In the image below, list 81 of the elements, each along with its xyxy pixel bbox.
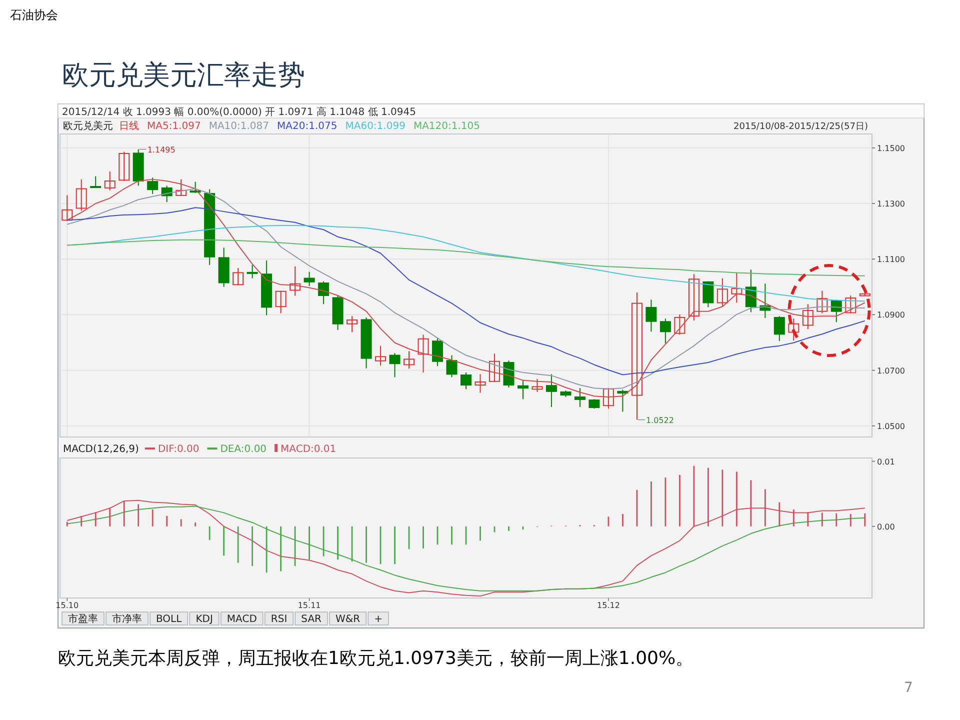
candlestick xyxy=(602,388,614,410)
candlestick xyxy=(418,334,429,374)
candlestick xyxy=(588,398,600,410)
candlestick xyxy=(246,264,258,279)
text: 石油协会 xyxy=(10,8,58,22)
candlestick xyxy=(646,299,657,332)
x-tick-label: 15.11 xyxy=(298,601,321,610)
candlestick xyxy=(574,388,586,408)
text: 市净率 xyxy=(112,613,142,625)
text: MA60:1.099 xyxy=(345,121,406,132)
text: RSI xyxy=(270,614,288,625)
candlestick xyxy=(745,269,756,313)
candlestick xyxy=(318,280,330,305)
text: 欧元兑美元本周反弹，周五报收在1欧元兑1.0973美元，较前一周上涨1.00%。 xyxy=(58,648,694,669)
chart-title: MACD(12,26,9) xyxy=(63,444,140,455)
text: 7 xyxy=(904,680,913,696)
candlestick xyxy=(275,290,286,314)
candlestick xyxy=(660,318,671,344)
x-tick-label: 15.12 xyxy=(597,601,620,610)
candlestick xyxy=(404,350,415,370)
text: W&R xyxy=(335,614,360,625)
text: 日线 xyxy=(119,120,139,132)
candlestick xyxy=(104,171,116,191)
text: 2015/12/14 收 1.0993 幅 0.00%(0.0000) 开 1.0971 高 1.1048 低 1.0945 xyxy=(62,106,416,118)
candlestick xyxy=(446,354,458,378)
candlestick xyxy=(389,352,400,378)
y-tick-label: 1.1500 xyxy=(877,144,905,153)
annotation: 1.1495 xyxy=(147,145,176,154)
y-tick-label: 0.00 xyxy=(877,522,895,532)
candlestick xyxy=(674,314,686,336)
text: MA20:1.075 xyxy=(277,121,338,132)
candlestick xyxy=(488,353,500,382)
text: 2015/10/08-2015/12/25(57日) xyxy=(734,122,868,132)
candlestick xyxy=(460,372,472,390)
y-tick-label: 0.01 xyxy=(877,457,895,466)
y-tick-label: 1.0900 xyxy=(877,310,905,320)
chart-subtitle: 欧元兑美元 xyxy=(63,120,113,132)
text: SAR xyxy=(301,614,322,625)
text: MA5:1.097 xyxy=(147,121,201,132)
candlestick xyxy=(304,271,315,287)
text: 市盈率 xyxy=(68,613,98,625)
text: MACD xyxy=(226,614,258,625)
line-series xyxy=(66,239,866,276)
legend-label: DIF:0.00 xyxy=(158,444,200,455)
y-tick-label: 1.0500 xyxy=(877,422,905,431)
text: KDJ xyxy=(196,614,213,625)
text: BOLL xyxy=(156,614,182,625)
y-tick-label: 1.1300 xyxy=(877,199,905,208)
legend-label: DEA:0.00 xyxy=(220,444,267,455)
candlestick xyxy=(532,378,543,392)
candlestick xyxy=(118,151,130,182)
annotation: 1.0522 xyxy=(646,416,674,425)
y-tick-label: 1.0700 xyxy=(877,366,905,376)
candlestick xyxy=(816,290,828,314)
x-tick-label: 15.10 xyxy=(56,601,79,610)
candlestick xyxy=(845,295,856,314)
text: + xyxy=(374,614,383,625)
candlestick xyxy=(147,177,158,195)
chart-title: 欧元兑美元汇率走势 xyxy=(62,60,305,91)
candlestick xyxy=(731,272,742,304)
candlestick xyxy=(788,318,800,342)
candlestick xyxy=(232,267,244,286)
candlestick xyxy=(716,278,728,308)
candlestick xyxy=(290,266,301,296)
y-tick-label: 1.1100 xyxy=(877,255,905,264)
candlestick xyxy=(517,380,528,400)
candlestick xyxy=(90,176,102,188)
candlestick xyxy=(375,345,386,366)
candlestick xyxy=(176,178,187,196)
candlestick xyxy=(76,178,87,212)
candlestick xyxy=(546,374,557,408)
candlestick xyxy=(474,374,486,394)
candlestick xyxy=(346,316,358,333)
candlestick xyxy=(432,338,444,367)
candlestick xyxy=(802,304,814,330)
text: MA120:1.105 xyxy=(413,121,480,132)
text: MA10:1.087 xyxy=(208,121,270,132)
legend-label: MACD:0.01 xyxy=(280,444,336,455)
candlestick xyxy=(774,316,785,342)
candlestick xyxy=(688,274,700,322)
candlestick xyxy=(62,194,73,222)
